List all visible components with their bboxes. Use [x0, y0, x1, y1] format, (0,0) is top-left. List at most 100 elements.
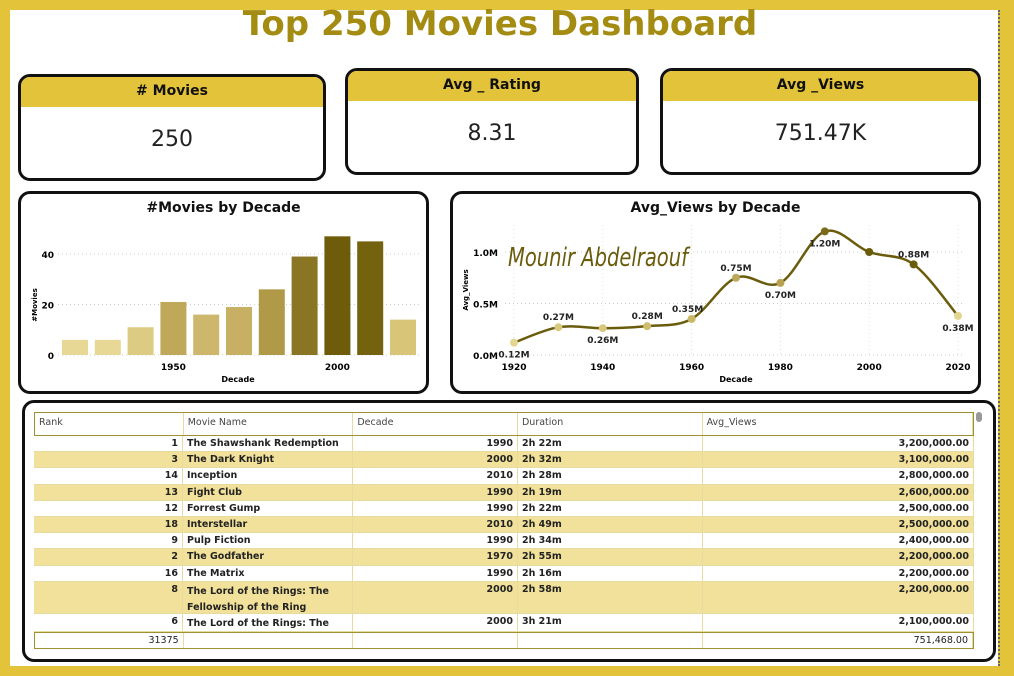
y-tick-label: 0	[48, 352, 54, 362]
column-header[interactable]: Rank	[35, 413, 184, 435]
table-cell: 1970	[353, 549, 518, 565]
total-empty-cell	[353, 632, 518, 648]
table-cell: 8	[34, 581, 183, 613]
data-point	[909, 260, 918, 269]
table-cell: 2,200,000.00	[703, 565, 974, 581]
table-cell: 13	[34, 484, 183, 500]
table-cell: Inception	[183, 468, 353, 484]
table-row[interactable]: 18 Interstellar 2010 2h 49m 2,500,000.00	[34, 516, 974, 534]
table-cell: 2000	[353, 452, 518, 468]
card-value: 250	[151, 127, 193, 152]
table-cell: 6	[34, 613, 183, 631]
table-row[interactable]: 16 The Matrix 1990 2h 16m 2,200,000.00	[34, 565, 974, 582]
card-value: 8.31	[467, 121, 517, 146]
table-cell: 2,200,000.00	[703, 549, 974, 565]
bar	[291, 256, 318, 355]
table-cell: The Lord of the Rings: The Return of the…	[183, 613, 353, 631]
x-tick-label: 2020	[945, 363, 970, 373]
table-cell: The Shawshank Redemption	[183, 436, 353, 452]
table-cell: 1990	[353, 484, 518, 500]
bar	[324, 236, 351, 355]
x-axis-label: Decade	[719, 375, 753, 384]
bar	[160, 301, 187, 355]
table-cell: 3,200,000.00	[703, 436, 974, 452]
table-cell: 2h 16m	[518, 565, 703, 581]
table-cell: 2h 19m	[518, 484, 703, 500]
x-tick-label: 2000	[325, 363, 350, 373]
card-label: Avg _Views	[663, 71, 978, 101]
table-row[interactable]: 2 The Godfather 1970 2h 55m 2,200,000.00	[34, 549, 974, 566]
table-row[interactable]: 8 The Lord of the Rings: The Fellowship o…	[34, 581, 974, 614]
card-movies: # Movies 250	[18, 74, 326, 181]
y-tick-label: 40	[41, 251, 54, 261]
chart-title: Avg_Views by Decade	[630, 200, 801, 216]
table-row[interactable]: 3 The Dark Knight 2000 2h 32m 3,100,000.00	[34, 452, 974, 469]
data-point	[687, 314, 696, 323]
table-cell: 2,600,000.00	[703, 484, 974, 500]
table-cell: 2,800,000.00	[703, 468, 974, 484]
data-point	[554, 323, 563, 332]
table-scrollbar[interactable]	[976, 412, 982, 422]
table-total-row: 31375 751,468.00	[34, 631, 974, 649]
data-label: 0.28M	[632, 312, 663, 322]
total-empty-cell	[518, 632, 703, 648]
table-cell: 2000	[353, 613, 518, 631]
data-point	[732, 273, 740, 282]
table-cell: 2h 34m	[518, 533, 703, 549]
table-row[interactable]: 14 Inception 2010 2h 28m 2,800,000.00	[34, 468, 974, 485]
charts-svg: 0 20 40 1950 2000 Decade #Movies 0.0M 0.5M 1.0M 19…	[31, 225, 974, 384]
table-cell: 2h 55m	[518, 549, 703, 565]
table-cell: 2h 22m	[518, 436, 703, 452]
x-tick-label: 1960	[679, 363, 704, 373]
table-cell: 1990	[353, 533, 518, 549]
data-point	[820, 227, 829, 236]
card-rating: Avg _ Rating 8.31	[345, 68, 639, 175]
y-tick-label: 20	[41, 302, 54, 312]
x-axis-label: Decade	[221, 375, 255, 384]
bar	[226, 307, 252, 355]
table-cell: 2,500,000.00	[703, 500, 974, 516]
data-label: 0.88M	[898, 250, 929, 260]
column-header[interactable]: Movie Name	[184, 413, 354, 435]
table-header: Rank Movie Name Decade Duration Avg_Views	[34, 412, 974, 436]
table-row[interactable]: 9 Pulp Fiction 1990 2h 34m 2,400,000.00	[34, 533, 974, 550]
column-header[interactable]: Duration	[518, 413, 703, 435]
bar	[127, 327, 154, 355]
table-cell: 2h 58m	[518, 581, 703, 613]
data-label: 0.12M	[498, 351, 529, 361]
table-body: 1 The Shawshank Redemption 1990 2h 22m 3,200…	[34, 436, 974, 632]
table-cell: 2,400,000.00	[703, 533, 974, 549]
table-cell: 2010	[353, 516, 518, 533]
table-row[interactable]: 12 Forrest Gump 1990 2h 22m 2,500,000.00	[34, 500, 974, 517]
data-label: 0.70M	[765, 291, 796, 301]
table-row[interactable]: 13 Fight Club 1990 2h 19m 2,600,000.00	[34, 484, 974, 501]
data-point	[776, 278, 785, 287]
bar	[258, 289, 285, 355]
data-label: 0.38M	[942, 324, 973, 334]
table-cell: Forrest Gump	[183, 500, 353, 516]
column-header[interactable]: Avg_Views	[703, 413, 974, 435]
data-label: 1.20M	[809, 239, 840, 249]
y-axis-label: Avg_Views	[462, 269, 470, 310]
table-cell: Pulp Fiction	[183, 533, 353, 549]
border-dotted	[998, 10, 1000, 666]
data-point	[954, 311, 962, 320]
table-cell: The Matrix	[183, 565, 353, 581]
table-cell: 1990	[353, 436, 518, 452]
table-cell: 14	[34, 468, 183, 484]
table-cell: 2h 22m	[518, 500, 703, 516]
table-cell: 2,500,000.00	[703, 516, 974, 533]
table-cell: 3,100,000.00	[703, 452, 974, 468]
page-title: Top 250 Movies Dashboard	[242, 4, 758, 44]
table-cell: 2h 49m	[518, 516, 703, 533]
table-cell: 12	[34, 500, 183, 516]
data-point	[643, 322, 652, 331]
data-label: 0.26M	[587, 336, 618, 346]
table-cell: The Godfather	[183, 549, 353, 565]
bar	[357, 241, 384, 355]
column-header[interactable]: Decade	[353, 413, 518, 435]
table-row[interactable]: 1 The Shawshank Redemption 1990 2h 22m 3,200…	[34, 436, 974, 453]
y-tick-label: 0.5M	[473, 301, 498, 311]
data-label: 0.35M	[672, 305, 703, 315]
